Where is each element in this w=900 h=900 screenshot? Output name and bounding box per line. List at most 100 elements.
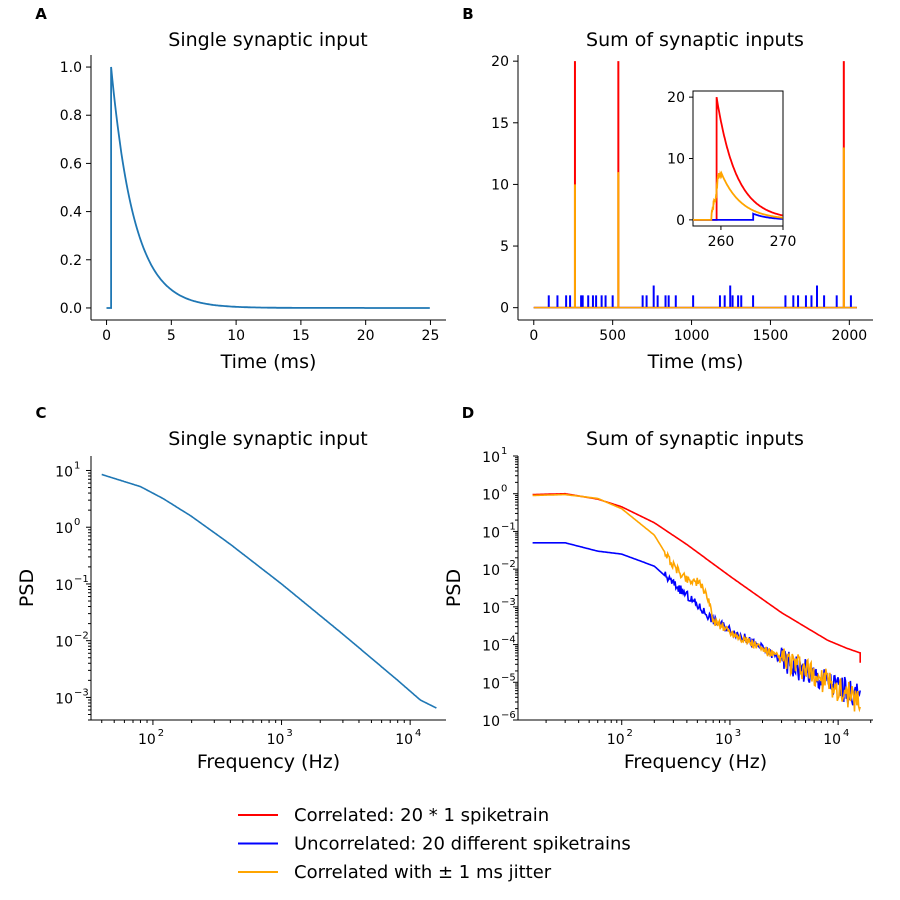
panel-d-y-tick-exponent: −1 xyxy=(501,521,516,532)
panel-d-y-tick-exponent: 1 xyxy=(501,446,507,457)
panel-b-y-tick-label: 15 xyxy=(491,116,509,132)
panel-b-y-tick-label: 20 xyxy=(491,54,509,70)
panel-c-x-tick-exponent: 4 xyxy=(415,728,421,739)
legend-item: Correlated with ± 1 ms jitter xyxy=(238,862,552,883)
panel-b-inset-series-uncorrelated xyxy=(693,212,783,221)
panel-b-x-tick-label: 0 xyxy=(529,328,538,344)
panel-a-y-tick-label: 0.6 xyxy=(60,156,82,172)
panel-a: 0 5 10 15 20 25 0.0 0.2 0.4 0.6 0.8 1.0 A Single syna… xyxy=(35,5,446,373)
panel-d-x-tick-exponent: 4 xyxy=(843,728,849,739)
panel-b-series-jitter xyxy=(533,147,857,309)
panel-c-x-axis-label: Frequency (Hz) xyxy=(197,751,340,773)
panel-d-y-tick-exponent: −4 xyxy=(501,635,516,646)
panel-d-x-tick-label: 10 xyxy=(607,732,625,748)
panel-d-x-tick-exponent: 2 xyxy=(627,728,633,739)
panel-d-title: Sum of synaptic inputs xyxy=(586,428,804,450)
panel-b-series-uncorrelated xyxy=(533,285,857,309)
panel-a-x-tick-label: 20 xyxy=(357,328,375,344)
panel-b-inset-x-tick-label: 260 xyxy=(708,234,735,250)
panel-d-series-jitter xyxy=(532,493,861,713)
panel-d-y-axis-label: PSD xyxy=(443,569,465,607)
panel-c-y-tick-exponent: −1 xyxy=(74,574,89,585)
legend-label: Correlated with ± 1 ms jitter xyxy=(294,862,552,883)
panel-d: 10 2 10 3 10 410 −610 −510 −410 −310 −210 −110 010 1D… xyxy=(443,404,873,773)
panel-a-y-tick-label: 0.0 xyxy=(60,301,82,317)
panel-d-y-tick-exponent: 0 xyxy=(501,484,507,495)
panel-b-x-tick-label: 1500 xyxy=(753,328,789,344)
panel-a-y-tick-label: 0.2 xyxy=(60,253,82,269)
panel-b-x-tick-label: 2000 xyxy=(832,328,868,344)
panel-d-letter: D xyxy=(462,404,474,422)
panel-a-y-tick-label: 0.8 xyxy=(60,108,82,124)
panel-c-y-tick-exponent: 1 xyxy=(74,460,80,471)
panel-a-title: Single synaptic input xyxy=(168,29,367,51)
panel-c-y-tick-label: 10 xyxy=(55,578,73,594)
panel-c-x-tick-label: 10 xyxy=(267,732,285,748)
panel-a-x-tick-label: 10 xyxy=(227,328,245,344)
panel-c-y-tick-label: 10 xyxy=(55,464,73,480)
panel-a-x-tick-label: 0 xyxy=(102,328,111,344)
panel-b-inset-x-tick-label: 270 xyxy=(770,234,797,250)
panel-c-series-line xyxy=(101,473,437,709)
panel-b-inset-y-tick-label: 10 xyxy=(667,152,685,168)
panel-d-x-tick-label: 10 xyxy=(715,732,733,748)
panel-d-y-tick-label: 10 xyxy=(482,450,500,466)
panel-d-y-tick-label: 10 xyxy=(482,488,500,504)
legend-item: Uncorrelated: 20 different spiketrains xyxy=(238,834,631,855)
panel-b-y-tick-label: 5 xyxy=(500,239,509,255)
panel-d-y-tick-label: 10 xyxy=(482,639,500,655)
panel-c-x-tick-label: 10 xyxy=(138,732,156,748)
panel-d-y-tick-exponent: −6 xyxy=(501,710,516,721)
panel-b-letter: B xyxy=(462,5,473,23)
panel-b-inset-y-tick-label: 0 xyxy=(676,213,685,229)
panel-d-y-tick-label: 10 xyxy=(482,714,500,730)
panel-c-y-tick-exponent: 0 xyxy=(74,517,80,528)
panel-b-x-tick-label: 1000 xyxy=(674,328,710,344)
panel-c-y-tick-exponent: −2 xyxy=(74,631,89,642)
panel-b-title: Sum of synaptic inputs xyxy=(586,29,804,51)
panel-d-x-axis-label: Frequency (Hz) xyxy=(624,751,767,773)
panel-a-letter: A xyxy=(35,5,47,23)
panel-a-x-tick-label: 25 xyxy=(422,328,440,344)
panel-c-title: Single synaptic input xyxy=(168,428,367,450)
panel-b: 0 500 1000 1500 2000 0 5 10 15 20 B Sum of synaptic… xyxy=(462,5,873,373)
panel-a-y-tick-label: 0.4 xyxy=(60,205,82,221)
panel-b-inset-frame xyxy=(692,90,784,227)
panel-b-x-axis-label: Time (ms) xyxy=(647,351,744,373)
panel-a-series-line xyxy=(106,66,430,309)
legend-label: Correlated: 20 * 1 spiketrain xyxy=(294,805,549,826)
panel-b-y-tick-label: 10 xyxy=(491,177,509,193)
panel-d-y-tick-label: 10 xyxy=(482,601,500,617)
panel-c-letter: C xyxy=(35,404,46,422)
panel-d-x-tick-label: 10 xyxy=(823,732,841,748)
panel-b-inset-series-jitter xyxy=(693,170,783,221)
panel-b-inset-series-correlated xyxy=(693,96,783,221)
panel-c-y-tick-exponent: −3 xyxy=(74,687,89,698)
panel-b-y-tick-label: 0 xyxy=(500,301,509,317)
legend-label: Uncorrelated: 20 different spiketrains xyxy=(294,834,631,855)
legend: Correlated: 20 * 1 spiketrain Uncorrelate… xyxy=(238,805,631,883)
panel-d-y-tick-label: 10 xyxy=(482,676,500,692)
panel-b-x-tick-label: 500 xyxy=(599,328,626,344)
panel-d-y-tick-label: 10 xyxy=(482,525,500,541)
panel-d-y-tick-exponent: −3 xyxy=(501,597,516,608)
panel-d-x-tick-exponent: 3 xyxy=(735,728,741,739)
panel-d-y-tick-exponent: −5 xyxy=(501,672,516,683)
panel-a-y-tick-label: 1.0 xyxy=(60,60,82,76)
panel-c-x-tick-exponent: 2 xyxy=(158,728,164,739)
legend-item: Correlated: 20 * 1 spiketrain xyxy=(238,805,549,826)
panel-a-x-axis-label: Time (ms) xyxy=(220,351,317,373)
panel-c-y-tick-label: 10 xyxy=(55,635,73,651)
panel-d-y-tick-label: 10 xyxy=(482,563,500,579)
panel-d-y-tick-exponent: −2 xyxy=(501,559,516,570)
panel-c-y-tick-label: 10 xyxy=(55,691,73,707)
panel-b-inset-y-tick-label: 20 xyxy=(667,90,685,106)
panel-b-inset: 260 270 0 10 20 xyxy=(667,90,796,250)
panel-d-series-uncorrelated xyxy=(532,542,861,706)
panel-a-x-tick-label: 5 xyxy=(167,328,176,344)
panel-c-y-tick-label: 10 xyxy=(55,521,73,537)
panel-a-x-tick-label: 15 xyxy=(292,328,310,344)
panel-c-x-tick-label: 10 xyxy=(395,732,413,748)
